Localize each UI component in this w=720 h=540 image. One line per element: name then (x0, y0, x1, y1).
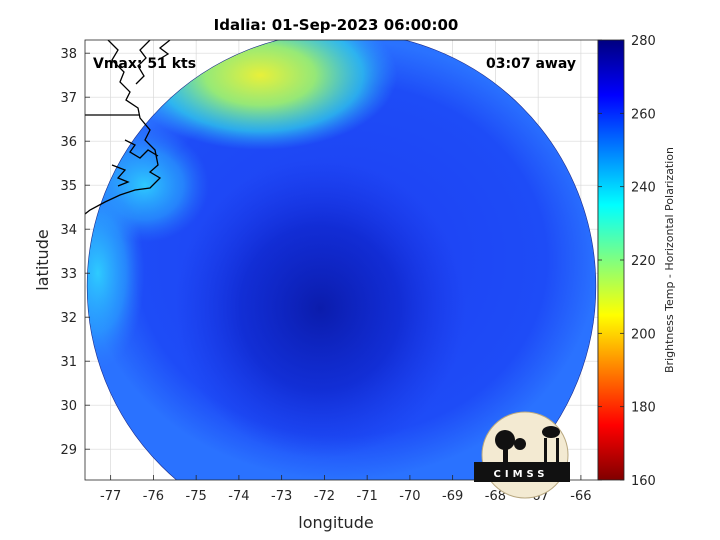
x-tick-label: -68 (485, 489, 506, 504)
y-tick-label: 32 (60, 311, 77, 326)
coastline (85, 40, 171, 215)
colorbar-tick-label: 280 (631, 34, 656, 49)
y-tick-label: 33 (60, 267, 77, 282)
y-tick-label: 31 (60, 355, 77, 370)
x-tick-label: -77 (100, 489, 121, 504)
x-tick-label: -76 (143, 489, 164, 504)
colorbar-label: Brightness Temp - Horizontal Polarizatio… (663, 147, 676, 373)
vmax-label: Vmax: 51 kts (93, 56, 196, 72)
x-tick-label: -74 (228, 489, 249, 504)
storm-core (174, 158, 466, 458)
y-tick-label: 37 (60, 91, 77, 106)
swath-western-edge (87, 176, 145, 371)
chart-title: Idalia: 01-Sep-2023 06:00:00 (214, 16, 459, 34)
x-tick-label: -71 (357, 489, 378, 504)
x-axis-label: longitude (298, 513, 373, 532)
cimss-logo: CIMSS (474, 411, 570, 499)
y-tick-label: 29 (60, 443, 77, 458)
colorbar-tick-label: 180 (631, 401, 656, 416)
x-tick-label: -70 (399, 489, 420, 504)
colorbar-tick-label: 240 (631, 181, 656, 196)
x-tick-label: -66 (570, 489, 591, 504)
colorbar-ticks: 160 180 200 220 240 260 280 (598, 34, 656, 489)
y-tick-label: 38 (60, 47, 77, 62)
y-tick-label: 30 (60, 399, 77, 414)
colorbar-tick-label: 260 (631, 107, 656, 122)
y-axis-label: latitude (33, 229, 52, 290)
swath-edge (86, 40, 597, 480)
colorbar-tick-label: 220 (631, 254, 656, 269)
y-ticks: 29 30 31 32 33 34 35 36 37 38 (60, 47, 90, 458)
y-tick-label: 36 (60, 135, 77, 150)
x-tick-label: -72 (314, 489, 335, 504)
colorbar-tick-label: 160 (631, 474, 656, 489)
cimss-logo-text: CIMSS (494, 469, 549, 480)
swath-dry-air-region (123, 40, 398, 150)
x-ticks: -77 -76 -75 -74 -73 -72 -71 -70 -69 -68 -67 -66 (100, 475, 592, 504)
x-tick-label: -73 (271, 489, 292, 504)
brightness-temperature-swath (86, 40, 597, 480)
colorbar (597, 39, 625, 481)
y-tick-label: 34 (60, 223, 77, 238)
colorbar-tick-label: 200 (631, 327, 656, 342)
time-away-label: 03:07 away (486, 56, 576, 72)
y-tick-label: 35 (60, 179, 77, 194)
x-tick-label: -69 (442, 489, 463, 504)
x-tick-label: -75 (186, 489, 207, 504)
